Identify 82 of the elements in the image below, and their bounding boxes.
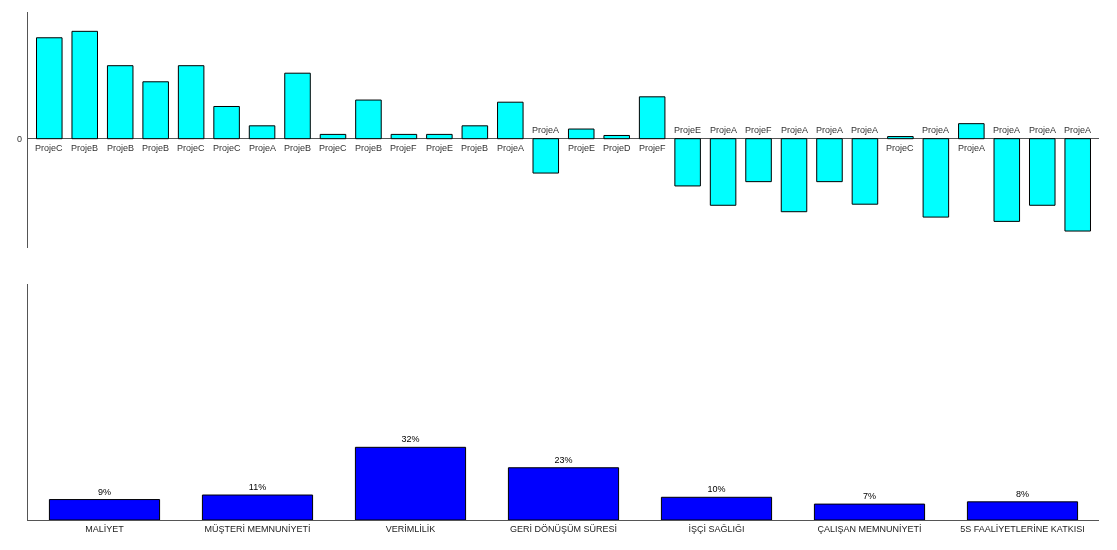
- x-tick-label: ProjeA: [851, 125, 879, 135]
- data-label: 11%: [248, 482, 267, 493]
- bar: [887, 136, 914, 140]
- x-tick-label: ProjeF: [390, 143, 418, 153]
- x-tick-label: ProjeE: [568, 143, 596, 153]
- x-tick-label: ProjeA: [781, 125, 809, 135]
- bar: [709, 138, 737, 206]
- x-tick-label: ProjeA: [922, 125, 950, 135]
- x-tick-label: ProjeA: [1029, 125, 1057, 135]
- bar: [355, 99, 382, 140]
- bar: [745, 138, 772, 183]
- bar: [851, 138, 879, 205]
- bar: [816, 138, 843, 183]
- bar: [390, 133, 418, 140]
- bar: [36, 37, 63, 140]
- text: 0: [17, 134, 23, 144]
- bar: [248, 125, 276, 140]
- bar: [497, 101, 524, 140]
- data-label: 10%: [707, 484, 726, 495]
- x-tick-label: ProjeC: [319, 143, 348, 153]
- x-tick-label: ProjeE: [674, 125, 702, 135]
- x-tick-label: ProjeC: [886, 143, 915, 153]
- bar: [674, 138, 701, 187]
- bar: [177, 65, 205, 140]
- x-tick-label: ProjeA: [710, 125, 738, 135]
- bar: [461, 125, 489, 140]
- x-tick-label: 5S FAALİYETLERİNE KATKISI: [960, 523, 1085, 534]
- bar: [284, 72, 311, 140]
- x-tick-label: ProjeA: [1064, 125, 1092, 135]
- data-label: 7%: [862, 491, 877, 502]
- bar: [48, 499, 161, 520]
- bar: [813, 503, 926, 520]
- bar: [354, 446, 467, 520]
- bar: [532, 138, 560, 174]
- x-tick-label: ProjeA: [249, 143, 277, 153]
- x-tick-label: ProjeB: [461, 143, 489, 153]
- x-tick-label: ÇALIŞAN MEMNUNİYETİ: [817, 523, 922, 534]
- bar: [603, 134, 630, 140]
- bar: [780, 138, 808, 213]
- x-tick-label: ProjeA: [816, 125, 844, 135]
- data-label: 23%: [554, 454, 573, 465]
- bar: [567, 128, 595, 140]
- x-tick-label: ProjeE: [426, 143, 454, 153]
- bar: [201, 494, 314, 520]
- bar: [213, 105, 240, 140]
- bar: [958, 123, 985, 140]
- x-tick-label: GERİ DÖNÜŞÜM SÜRESİ: [509, 523, 618, 534]
- x-tick-label: ProjeB: [142, 143, 170, 153]
- bar: [922, 138, 950, 218]
- x-tick-label: MÜŞTERİ MEMNUNİYETİ: [204, 523, 311, 534]
- x-tick-label: MALİYET: [85, 523, 125, 534]
- x-tick-label: ProjeD: [603, 143, 632, 153]
- x-tick-label: ProjeF: [639, 143, 667, 153]
- bar: [966, 501, 1079, 520]
- x-tick-label: ProjeA: [958, 143, 986, 153]
- bar: [106, 65, 134, 140]
- x-tick-label: ProjeA: [497, 143, 525, 153]
- bar: [426, 133, 453, 140]
- x-tick-label: ProjeB: [107, 143, 135, 153]
- data-label: 8%: [1015, 488, 1030, 499]
- x-tick-label: ProjeC: [35, 143, 64, 153]
- bar: [71, 30, 99, 140]
- x-tick-label: ProjeC: [213, 143, 242, 153]
- bar: [507, 467, 620, 520]
- x-tick-label: ProjeF: [745, 125, 773, 135]
- data-label: 9%: [97, 486, 112, 497]
- x-tick-label: ProjeA: [993, 125, 1021, 135]
- x-tick-label: İŞÇİ SAĞLIĞI: [688, 523, 745, 534]
- bar: [660, 496, 773, 520]
- x-tick-label: VERİMLİLİK: [385, 523, 436, 534]
- x-tick-label: ProjeB: [355, 143, 383, 153]
- x-tick-label: ProjeB: [71, 143, 99, 153]
- bar: [993, 138, 1021, 222]
- data-label: 32%: [401, 434, 420, 445]
- bar: [1028, 138, 1056, 206]
- x-tick-label: ProjeA: [532, 125, 560, 135]
- bar: [142, 81, 169, 140]
- x-tick-label: ProjeB: [284, 143, 312, 153]
- bar: [638, 96, 666, 140]
- bar: [319, 133, 347, 140]
- x-tick-label: ProjeC: [177, 143, 206, 153]
- bar: [1064, 138, 1091, 232]
